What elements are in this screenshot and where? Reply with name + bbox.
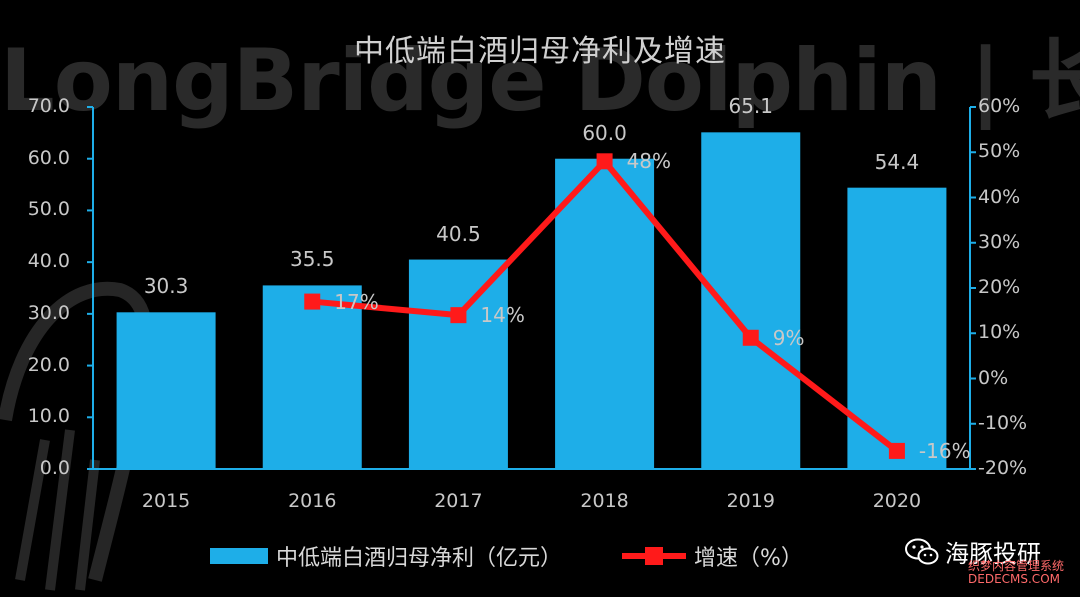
growth-point-2017	[450, 307, 467, 324]
x-axis-tick-label: 2017	[434, 490, 483, 512]
right-axis-tick-label: 60%	[978, 95, 1021, 117]
bar-2017	[408, 259, 508, 469]
growth-point-2016	[304, 293, 321, 310]
right-axis-tick-label: 10%	[978, 321, 1021, 344]
chart-title: 中低端白酒归母净利及增速	[354, 34, 726, 69]
bar-data-label: 30.3	[143, 274, 189, 299]
growth-data-label: 9%	[772, 325, 805, 350]
legend-bar-swatch	[210, 548, 268, 564]
left-axis-tick-label: 10.0	[27, 405, 70, 428]
left-axis-tick-label: 50.0	[27, 198, 70, 221]
bar-2016	[262, 285, 362, 469]
wechat-icon	[905, 538, 939, 564]
left-axis-tick-label: 70.0	[27, 95, 70, 117]
bar-data-label: 65.1	[728, 94, 774, 119]
legend: 中低端白酒归母净利（亿元） 增速（%）	[210, 538, 803, 574]
growth-data-label: 48%	[626, 149, 672, 174]
bar-2015	[116, 312, 216, 469]
left-axis-tick-label: 60.0	[27, 146, 70, 169]
left-axis-tick-label: 40.0	[27, 250, 70, 273]
brand-name: 海豚投研	[945, 540, 1041, 568]
growth-point-2018	[596, 153, 613, 170]
site-line-1: 织梦内容管理系统	[968, 559, 1065, 573]
x-axis-tick-label: 2020	[872, 490, 922, 512]
site-line-2: DEDECMS.COM	[968, 572, 1060, 586]
right-axis-tick-label: 50%	[978, 140, 1021, 163]
x-axis-tick-label: 2015	[141, 490, 191, 512]
x-axis-tick-label: 2019	[726, 490, 775, 512]
bar-data-label: 40.5	[436, 221, 481, 246]
left-axis-tick-label: 0.0	[39, 457, 70, 479]
left-axis-tick-label: 20.0	[27, 353, 70, 376]
bar-2019	[701, 132, 801, 469]
right-axis-tick-label: -20%	[978, 457, 1028, 479]
x-axis-tick-label: 2018	[580, 490, 629, 512]
legend-line-swatch	[622, 547, 687, 565]
x-axis-tick-label: 2016	[288, 490, 337, 512]
right-axis-tick-label: 30%	[978, 230, 1021, 253]
left-axis-tick-label: 30.0	[27, 301, 70, 324]
right-axis-tick-label: 0%	[978, 366, 1009, 389]
right-axis-tick-label: 40%	[978, 185, 1021, 208]
growth-data-label: 17%	[334, 289, 379, 314]
growth-point-2020	[888, 442, 905, 459]
legend-line-label: 增速（%）	[694, 546, 803, 571]
bar-data-label: 35.5	[289, 247, 335, 272]
growth-point-2019	[742, 329, 759, 346]
brand: 海豚投研	[905, 534, 1041, 569]
right-axis-tick-label: -10%	[978, 411, 1028, 434]
bar-data-label: 54.4	[874, 149, 920, 174]
growth-data-label: 14%	[480, 303, 525, 328]
growth-data-label: -16%	[918, 438, 971, 463]
site-watermark: 织梦内容管理系统 DEDECMS.COM	[968, 560, 1064, 586]
bar-2018	[555, 158, 655, 469]
watermark-text: LongBridge Dolphin | 长桥海豚投研	[0, 31, 1080, 130]
right-axis-tick-label: 20%	[978, 276, 1021, 298]
legend-bar-label: 中低端白酒归母净利（亿元）	[276, 546, 563, 571]
bar-data-label: 60.0	[582, 120, 627, 145]
